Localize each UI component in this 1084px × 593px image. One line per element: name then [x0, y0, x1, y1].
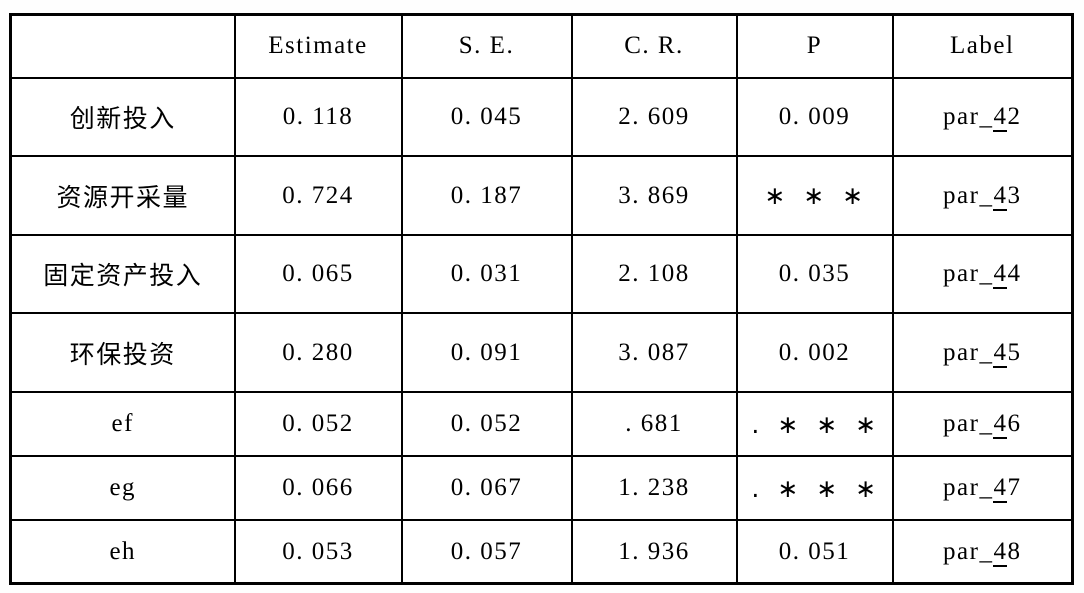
estimate-cell: 0. 066 — [233, 455, 403, 522]
table-row: eh 0. 053 0. 057 1. 936 0. 051 par_48 — [9, 519, 1074, 585]
cr-cell: 3. 087 — [570, 312, 738, 394]
row-name-cell: 资源开采量 — [9, 155, 236, 236]
row-name-cell: 创新投入 — [9, 76, 236, 158]
p-cell: . ∗ ∗ ∗ — [735, 455, 894, 522]
estimate-cell: 0. 053 — [233, 519, 403, 585]
cr-cell: . 681 — [570, 391, 738, 458]
se-cell: 0. 045 — [400, 76, 573, 158]
label-cell: par_46 — [891, 391, 1074, 458]
header-row: Estimate S. E. C. R. P Label — [9, 13, 1074, 79]
label-cell: par_45 — [891, 312, 1074, 394]
p-cell: 0. 002 — [735, 312, 894, 394]
cr-cell: 2. 609 — [570, 76, 738, 158]
row-name-cell: ef — [9, 391, 236, 458]
table-row: 创新投入 0. 118 0. 045 2. 609 0. 009 par_42 — [9, 76, 1074, 158]
table-row: 环保投资 0. 280 0. 091 3. 087 0. 002 par_45 — [9, 312, 1074, 394]
col-header-label: Label — [891, 13, 1074, 79]
se-cell: 0. 187 — [400, 155, 573, 236]
label-cell: par_44 — [891, 233, 1074, 315]
p-cell: 0. 009 — [735, 76, 894, 158]
label-cell: par_42 — [891, 76, 1074, 158]
cr-cell: 1. 936 — [570, 519, 738, 585]
row-name-cell: 环保投资 — [9, 312, 236, 394]
col-header-p: P — [735, 13, 894, 79]
estimate-cell: 0. 724 — [233, 155, 403, 236]
se-cell: 0. 057 — [400, 519, 573, 585]
p-cell: 0. 035 — [735, 233, 894, 315]
se-cell: 0. 031 — [400, 233, 573, 315]
col-header-blank — [9, 13, 236, 79]
col-header-cr: C. R. — [570, 13, 738, 79]
estimate-cell: 0. 065 — [233, 233, 403, 315]
p-cell: ∗ ∗ ∗ — [735, 155, 894, 236]
se-cell: 0. 052 — [400, 391, 573, 458]
col-header-se: S. E. — [400, 13, 573, 79]
row-name-cell: 固定资产投入 — [9, 233, 236, 315]
p-cell: 0. 051 — [735, 519, 894, 585]
se-cell: 0. 091 — [400, 312, 573, 394]
table-row: 固定资产投入 0. 065 0. 031 2. 108 0. 035 par_4… — [9, 233, 1074, 315]
table-row: ef 0. 052 0. 052 . 681 . ∗ ∗ ∗ par_46 — [9, 391, 1074, 458]
cr-cell: 1. 238 — [570, 455, 738, 522]
label-cell: par_47 — [891, 455, 1074, 522]
parameter-estimates-table: Estimate S. E. C. R. P Label 创新投入 0. 118… — [9, 13, 1074, 585]
label-cell: par_43 — [891, 155, 1074, 236]
row-name-cell: eh — [9, 519, 236, 585]
se-cell: 0. 067 — [400, 455, 573, 522]
estimate-cell: 0. 118 — [233, 76, 403, 158]
row-name-cell: eg — [9, 455, 236, 522]
table-row: eg 0. 066 0. 067 1. 238 . ∗ ∗ ∗ par_47 — [9, 455, 1074, 522]
col-header-estimate: Estimate — [233, 13, 403, 79]
cr-cell: 2. 108 — [570, 233, 738, 315]
estimate-cell: 0. 280 — [233, 312, 403, 394]
estimate-cell: 0. 052 — [233, 391, 403, 458]
p-cell: . ∗ ∗ ∗ — [735, 391, 894, 458]
table-row: 资源开采量 0. 724 0. 187 3. 869 ∗ ∗ ∗ par_43 — [9, 155, 1074, 236]
cr-cell: 3. 869 — [570, 155, 738, 236]
label-cell: par_48 — [891, 519, 1074, 585]
